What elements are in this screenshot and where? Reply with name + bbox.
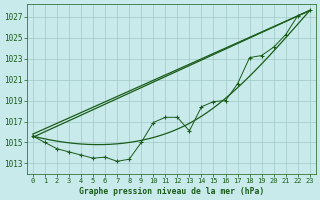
X-axis label: Graphe pression niveau de la mer (hPa): Graphe pression niveau de la mer (hPa) [79,187,264,196]
